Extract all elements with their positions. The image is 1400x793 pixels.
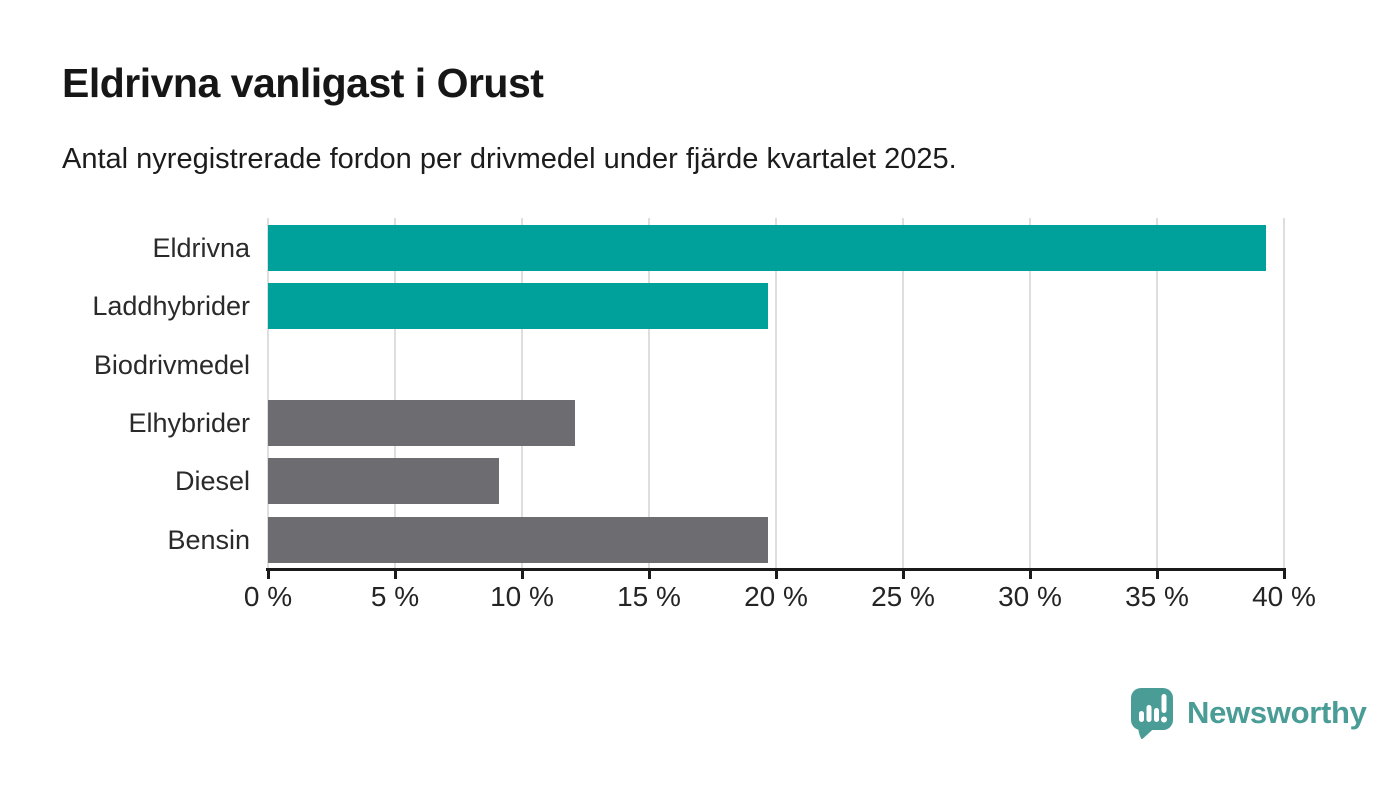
plot-area: Eldrivna Laddhybrider Biodrivmedel Elhybrid… [92,218,1316,612]
x-axis-tick [647,571,651,579]
newsworthy-logo-text: Newsworthy [1187,695,1367,730]
gridline [521,218,523,568]
category-label: Eldrivna [152,233,250,263]
x-axis-tick [1155,571,1159,579]
x-axis-tick [901,571,905,579]
bar [268,225,1267,271]
gridline [648,218,650,568]
gridline [902,218,904,568]
x-axis-tick-label: 30 % [998,581,1062,612]
x-axis-tick [266,571,270,579]
bar [268,283,769,330]
newsworthy-bar-chart-pin-icon [1131,688,1173,739]
x-axis-tick-label: 5 % [370,581,420,612]
x-axis-tick [1028,571,1032,579]
category-label: Biodrivmedel [93,349,250,380]
x-axis-tick-label: 10 % [490,581,554,612]
x-axis-tick [774,571,778,579]
gridline [775,218,777,568]
x-axis-tick-label: 40 % [1252,581,1316,612]
newsworthy-logo: Newsworthy [1130,687,1367,739]
x-axis-tick [1282,571,1286,579]
gridline [394,218,396,568]
chart-subtitle: Antal nyregistrerade fordon per drivmede… [62,143,957,175]
x-axis-tick-label: 0 % [243,581,293,612]
bar [268,400,576,447]
x-axis-tick-label: 20 % [744,581,808,612]
x-axis-tick-label: 35 % [1125,581,1189,612]
category-label: Elhybrider [128,408,250,439]
gridline [1029,218,1031,568]
x-axis-tick-label: 25 % [871,581,935,612]
gridline [1283,218,1285,568]
category-label: Bensin [167,524,250,555]
gridline [267,218,269,568]
x-axis-tick [393,571,397,579]
category-label: Diesel [174,466,250,497]
bar [268,516,769,563]
bar [268,458,500,505]
gridline [1156,218,1158,568]
chart-title: Eldrivna vanligast i Orust [62,60,544,106]
x-axis-line [266,568,1286,571]
x-axis-tick [520,571,524,579]
x-axis-tick-label: 15 % [617,581,681,612]
category-label: Laddhybrider [92,291,250,322]
